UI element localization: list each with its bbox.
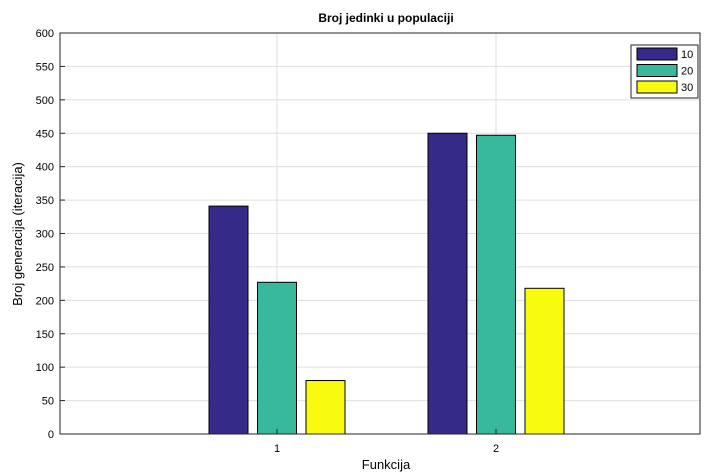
- legend-label: 10: [681, 49, 693, 61]
- legend-swatch: [636, 64, 678, 77]
- legend-label: 30: [681, 82, 693, 94]
- bar-series-30-cat-1: [305, 380, 346, 435]
- x-tick-label: 1: [274, 443, 280, 455]
- legend-swatch: [636, 47, 678, 61]
- y-tick-label: 600: [36, 28, 54, 40]
- bar-series-10-cat-1: [208, 205, 249, 435]
- y-axis-ticks: 0 50 100 150 200 250 300 350 400 450 500 550 600: [36, 28, 65, 441]
- y-tick-label: 500: [36, 95, 54, 107]
- y-tick-label: 200: [36, 295, 54, 307]
- legend-swatch: [636, 80, 678, 94]
- legend: 10 20 30: [630, 44, 699, 99]
- legend-label: 20: [681, 66, 693, 78]
- y-tick-label: 150: [36, 329, 54, 341]
- y-tick-label: 0: [48, 429, 54, 441]
- bar-series-20-cat-2: [476, 134, 516, 435]
- y-axis-label: Broj generacija (iteracija): [10, 162, 25, 306]
- bars-group: [208, 132, 565, 435]
- bar-series-30-cat-2: [524, 287, 565, 435]
- bar-series-20-cat-1: [257, 281, 297, 435]
- y-tick-label: 50: [42, 396, 54, 408]
- y-tick-label: 250: [36, 262, 54, 274]
- x-axis-label: Funkcija: [362, 457, 411, 472]
- x-tick-label: 2: [493, 443, 499, 455]
- y-tick-label: 550: [36, 61, 54, 73]
- y-tick-label: 400: [36, 162, 54, 174]
- bar-series-10-cat-2: [427, 132, 468, 435]
- y-tick-label: 100: [36, 362, 54, 374]
- y-tick-label: 450: [36, 128, 54, 140]
- y-tick-label: 350: [36, 195, 54, 207]
- chart-title: Broj jedinki u populaciji: [318, 11, 453, 25]
- y-tick-label: 300: [36, 229, 54, 241]
